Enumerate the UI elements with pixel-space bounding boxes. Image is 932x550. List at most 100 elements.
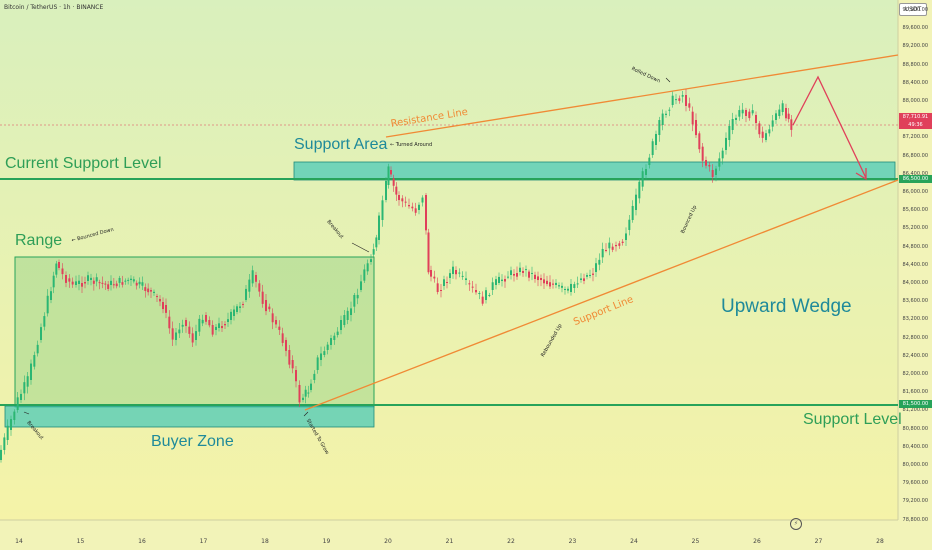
time-axis[interactable]: 14 15 16 17 18 19 20 21 22 23 24 25 26 27 28 (0, 528, 898, 550)
candle-body (251, 270, 254, 284)
resistance-trendline[interactable] (385, 54, 899, 138)
candle-body (461, 275, 464, 277)
candle-body (330, 338, 332, 345)
candle-body (230, 311, 232, 320)
candle-body (785, 108, 787, 119)
currency-button[interactable]: USDT (899, 3, 927, 16)
candle-body (495, 279, 497, 285)
candle-body (90, 277, 92, 280)
candle-body (381, 200, 384, 220)
candle-body (261, 291, 264, 304)
price-tick: 83,600.00 (902, 298, 928, 305)
candle-body (701, 146, 704, 161)
time-tick: 23 (568, 538, 577, 545)
candle-body (605, 250, 607, 251)
time-tick: 15 (76, 538, 85, 545)
candle-body (248, 279, 251, 292)
candle-body (255, 275, 257, 282)
candle-body (725, 137, 727, 150)
candle-body (498, 276, 500, 283)
candle-body (731, 119, 734, 130)
candle-body (185, 320, 187, 327)
candle-body (411, 206, 414, 209)
price-tick: 86,400.00 (902, 170, 928, 177)
candle-body (171, 328, 174, 340)
candle-body (50, 291, 52, 300)
candle-body (519, 267, 521, 272)
candle-body (275, 320, 277, 325)
time-tick: 27 (814, 538, 823, 545)
rolled-down-arrow (665, 77, 671, 83)
candle-body (288, 350, 291, 365)
candle-body (651, 141, 654, 155)
candle-body (715, 168, 717, 175)
breakout-mid-arrow (351, 242, 370, 253)
candle-body (221, 326, 223, 329)
candle-body (540, 278, 542, 281)
candle-body (768, 129, 771, 134)
candle-body (618, 243, 621, 246)
candle-body (162, 302, 164, 310)
candle-body (549, 282, 551, 287)
candle-body (181, 324, 184, 327)
time-tick: 19 (322, 538, 331, 545)
candle-body (481, 296, 484, 304)
candle-body (385, 180, 387, 200)
candle-body (761, 131, 764, 138)
candle-body (130, 278, 132, 280)
support-trendline[interactable] (304, 179, 899, 411)
candle-body (655, 133, 657, 145)
candle-body (278, 326, 281, 330)
candle-body (150, 290, 152, 292)
candle-body (95, 277, 98, 282)
candle-body (765, 133, 767, 140)
support-area-label: Support Area (294, 136, 388, 153)
candle-body (418, 204, 420, 210)
candle-body (661, 113, 664, 125)
candle-body (310, 383, 312, 390)
price-tick: 79,600.00 (902, 480, 928, 487)
candle-body (118, 277, 121, 283)
buyer-zone-box[interactable] (4, 405, 375, 428)
candle-body (156, 296, 158, 298)
tradingview-logo-icon[interactable]: ⚡ (790, 518, 802, 530)
time-tick: 26 (753, 538, 761, 545)
candle-body (285, 340, 287, 351)
candle-body (787, 113, 790, 120)
breakout-left-arrow (23, 411, 30, 415)
candle-body (685, 95, 687, 106)
candle-body (13, 411, 16, 420)
support-area-box[interactable] (293, 161, 896, 181)
candle-body (395, 186, 398, 195)
candle-body (513, 274, 515, 276)
candle-body (30, 363, 32, 380)
candle-body (61, 268, 64, 275)
price-axis[interactable]: 90,000.00 89,600.00 89,200.00 88,800.00 88,4… (898, 0, 932, 523)
symbol-title[interactable]: Bitcoin / TetherUS · 1h · BINANCE (4, 4, 104, 11)
price-tick: 88,800.00 (902, 61, 928, 68)
candle-body (455, 270, 457, 275)
candle-body (242, 304, 244, 305)
candle-body (281, 333, 284, 343)
candle-body (333, 335, 336, 340)
candle-body (510, 270, 512, 275)
candle-body (16, 397, 19, 410)
candle-body (215, 326, 217, 330)
candle-body (58, 262, 60, 269)
candle-body (446, 282, 448, 283)
candle-body (488, 294, 491, 296)
candle-body (546, 280, 548, 285)
candle-body (191, 333, 194, 343)
candle-body (478, 293, 481, 295)
candle-body (110, 280, 112, 285)
candle-body (755, 115, 757, 124)
price-tick: 84,000.00 (902, 280, 928, 286)
candle-body (195, 331, 197, 340)
turned-around-text: Turned Around (395, 142, 433, 148)
candle-body (326, 344, 329, 350)
candle-body (26, 376, 29, 387)
candle-body (81, 283, 83, 287)
forecast-path[interactable] (792, 75, 867, 179)
